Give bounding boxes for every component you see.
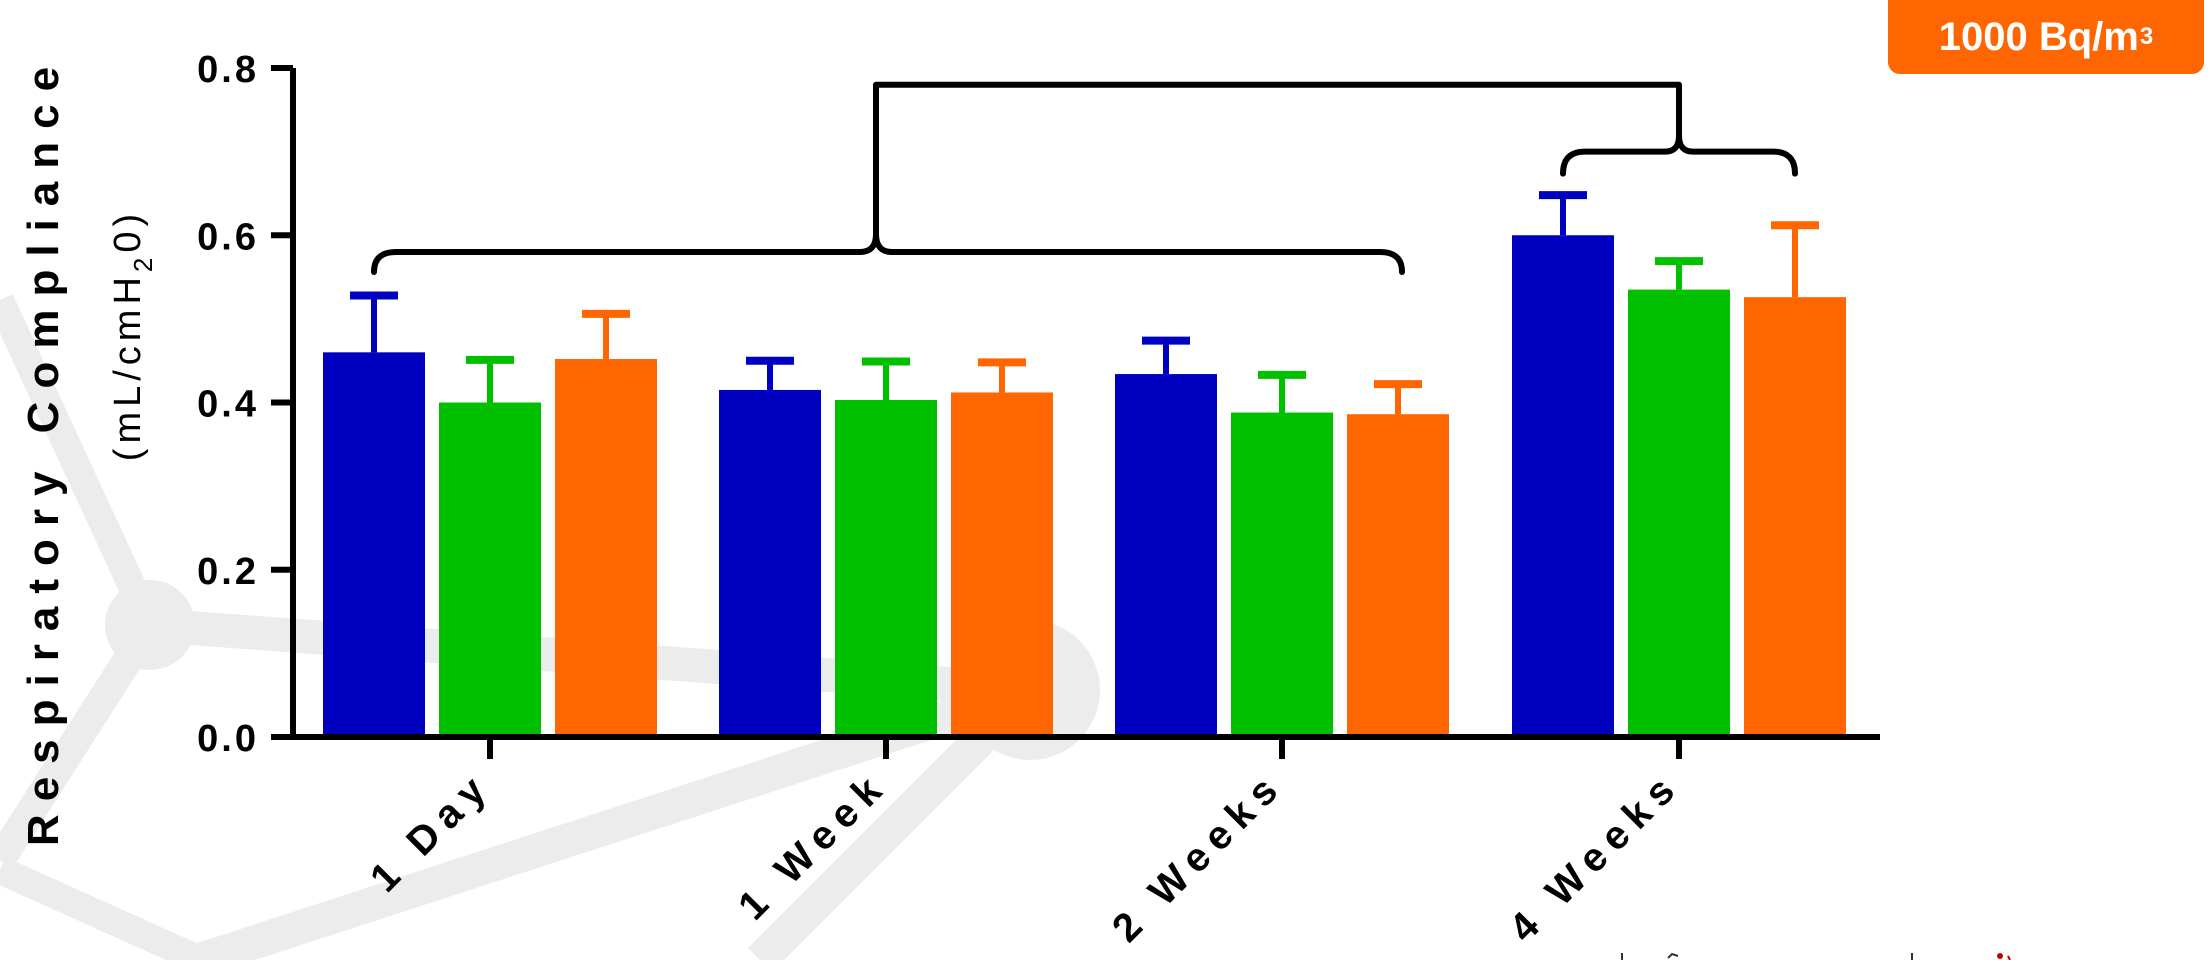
y-tick-label: 0.8 [197, 49, 259, 91]
bar [1115, 374, 1217, 737]
right-group-bracket [1560, 132, 1798, 177]
y-axis-units-subscript: 2 [128, 253, 158, 272]
bar [1744, 297, 1846, 737]
y-axis-units: (mL/cmH20) [107, 209, 158, 461]
exposure-badge-label: 1000 Bq/m [1938, 14, 2139, 59]
y-tick-label: 0.4 [197, 384, 259, 426]
bar [835, 399, 937, 737]
bar [323, 352, 425, 737]
exposure-badge-superscript: 3 [2139, 23, 2154, 50]
bar [1347, 414, 1449, 737]
axes [290, 68, 1880, 740]
exposure-badge: 1000 Bq/m 3 [1888, 0, 2204, 74]
y-tick-label: 0.0 [197, 718, 259, 760]
y-tick-label: 0.2 [197, 551, 259, 593]
bar [1231, 412, 1333, 737]
x-tick-label: 4 Weeks [1501, 762, 1689, 950]
bar-series [323, 191, 1846, 737]
y-axis-units-after: 0) [107, 209, 149, 253]
y-axis-title-group: Respiratory Compliance (mL/cmH20) [19, 54, 158, 846]
x-tick-label: 2 Weeks [1104, 762, 1292, 950]
y-axis-title: Respiratory Compliance [19, 54, 68, 846]
y-axis-ticks: 0.0 0.2 0.4 0.6 0.8 [197, 49, 293, 760]
bar [555, 359, 657, 737]
left-group-bracket [371, 230, 1405, 275]
bar [1628, 289, 1730, 737]
bar [439, 402, 541, 737]
corner-logo-fragment [1621, 952, 2011, 960]
y-tick-label: 0.6 [197, 216, 259, 258]
comparison-bracket [873, 81, 1682, 237]
bar [1512, 235, 1614, 737]
y-axis-units-before: (mL/cmH [107, 272, 149, 461]
bar [719, 389, 821, 737]
significance-brackets [371, 81, 1798, 275]
bar [951, 392, 1053, 737]
